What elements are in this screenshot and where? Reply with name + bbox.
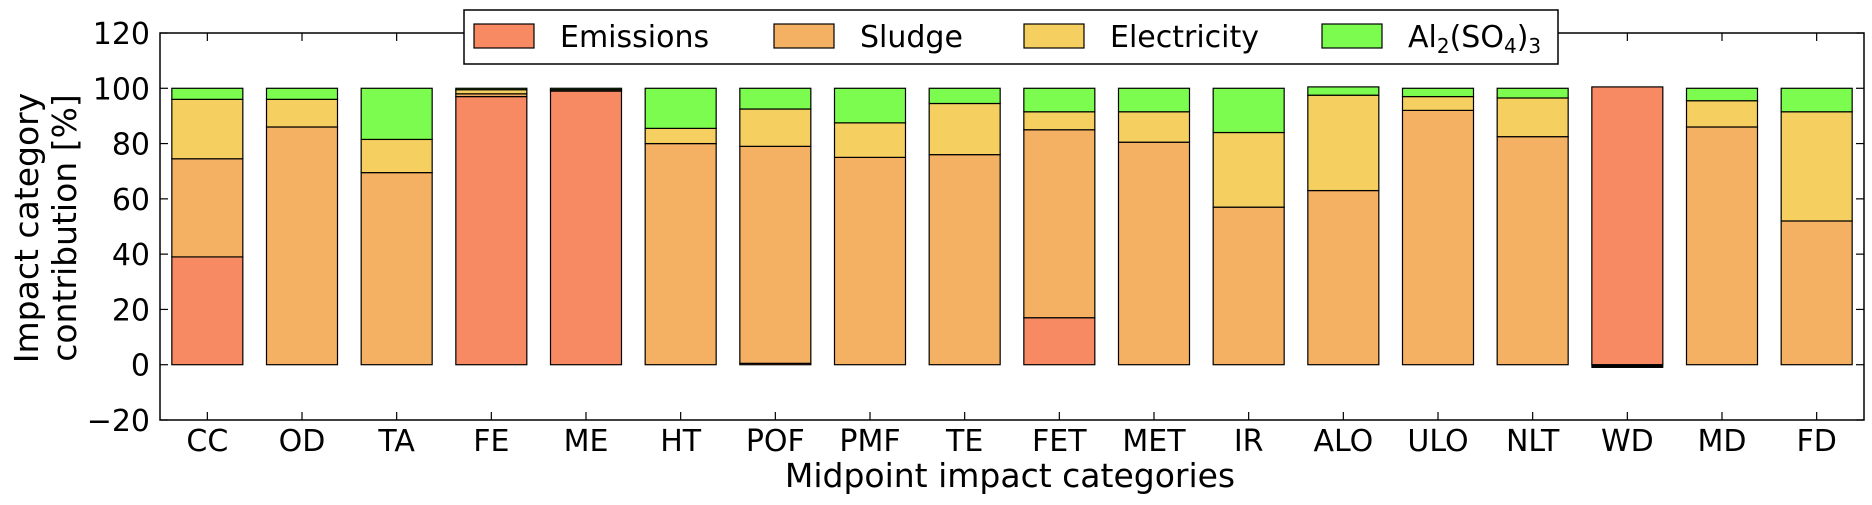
x-tick-label-ht: HT — [660, 424, 702, 459]
bar-met-series-3 — [1117, 87, 1191, 113]
bar-te-series-1 — [928, 154, 1001, 366]
bar-pof-series-3 — [739, 87, 812, 110]
x-tick-label-ulo: ULO — [1407, 424, 1468, 459]
y-tick-label: 80 — [112, 128, 150, 163]
bar-fet-series-2 — [1023, 111, 1096, 131]
bar-pmf-series-3 — [833, 87, 907, 124]
y-tick-label: 60 — [112, 183, 150, 218]
bar-te-series-3 — [928, 87, 1001, 105]
bar-pof-series-2 — [739, 108, 812, 147]
bar-cc-series-1 — [171, 158, 244, 258]
legend-label-3: Al2(SO4)3 — [1408, 20, 1541, 58]
x-tick-label-fe: FE — [473, 424, 509, 459]
bar-pmf-series-2 — [833, 122, 907, 158]
x-tick-label-wd: WD — [1601, 424, 1654, 459]
bar-od-series-2 — [265, 98, 339, 128]
y-tick-label: 40 — [112, 238, 150, 273]
bar-ht-series-2 — [644, 127, 717, 145]
bar-fe-series-2 — [455, 89, 528, 95]
legend-swatch-2 — [1023, 23, 1085, 49]
bar-ht-series-3 — [644, 87, 717, 129]
bar-ulo-series-1 — [1401, 109, 1475, 366]
bar-ulo-series-2 — [1401, 95, 1475, 112]
bar-ht-series-1 — [644, 142, 717, 366]
legend-swatch-0 — [473, 23, 535, 49]
bar-ir-series-3 — [1212, 87, 1285, 134]
x-tick-label-ta: TA — [377, 424, 415, 459]
x-tick-label-pmf: PMF — [839, 424, 900, 459]
plot-area — [171, 86, 1853, 368]
bar-nlt-series-2 — [1496, 97, 1569, 138]
bar-met-series-1 — [1117, 141, 1191, 366]
bar-od-series-3 — [265, 87, 339, 100]
bar-nlt-series-3 — [1496, 87, 1569, 99]
legend: Emissions Sludge Electricity Al2(SO4)3 — [463, 9, 1559, 65]
bar-pof-series-1 — [739, 145, 812, 364]
bar-cc-series-2 — [171, 98, 244, 160]
bar-fe-series-3 — [455, 87, 528, 91]
bar-fet-series-0 — [1023, 317, 1096, 366]
bar-ir-series-1 — [1212, 206, 1285, 366]
bar-ulo-series-3 — [1401, 87, 1475, 98]
bar-nlt-series-1 — [1496, 136, 1569, 366]
bar-alo-series-1 — [1307, 189, 1380, 366]
x-axis-label: Midpoint impact categories — [785, 456, 1235, 495]
bar-ir-series-2 — [1212, 131, 1285, 208]
y-axis-label-line-2: contribution [%] — [45, 94, 84, 362]
bar-md-series-3 — [1685, 87, 1759, 102]
x-tick-label-pof: POF — [746, 424, 805, 459]
x-tick-label-me: ME — [564, 424, 609, 459]
bar-fet-series-3 — [1023, 87, 1096, 113]
legend-swatch-3 — [1321, 23, 1383, 49]
x-tick-label-fd: FD — [1796, 424, 1836, 459]
bar-md-series-2 — [1685, 100, 1759, 128]
bar-te-series-2 — [928, 102, 1001, 156]
x-tick-label-nlt: NLT — [1506, 424, 1560, 459]
legend-swatch-1 — [773, 23, 835, 49]
x-tick-label-alo: ALO — [1313, 424, 1373, 459]
x-tick-label-fet: FET — [1032, 424, 1087, 459]
legend-label-1: Sludge — [860, 20, 963, 55]
bar-ta-series-3 — [360, 87, 433, 141]
x-tick-label-ir: IR — [1234, 424, 1264, 459]
x-tick-label-md: MD — [1698, 424, 1747, 459]
bar-cc-series-3 — [171, 87, 244, 100]
bar-wd-negative — [1591, 364, 1664, 368]
bar-fe-series-0 — [455, 95, 528, 366]
bar-fd-series-2 — [1780, 111, 1853, 222]
bar-fd-series-1 — [1780, 220, 1853, 366]
x-tick-label-te: TE — [945, 424, 983, 459]
bar-ta-series-2 — [360, 138, 433, 174]
legend-label-2: Electricity — [1110, 20, 1259, 55]
y-tick-label: 100 — [93, 72, 150, 107]
bar-od-series-1 — [265, 126, 339, 366]
bar-fet-series-1 — [1023, 129, 1096, 319]
y-tick-label: 20 — [112, 293, 150, 328]
y-tick-label: 0 — [131, 349, 150, 384]
x-tick-label-met: MET — [1122, 424, 1186, 459]
x-tick-label-cc: CC — [186, 424, 228, 459]
bar-me-series-3 — [549, 87, 623, 91]
x-tick-label-od: OD — [279, 424, 326, 459]
legend-label-0: Emissions — [560, 20, 709, 55]
y-tick-label: 120 — [93, 17, 150, 52]
bar-alo-series-3 — [1307, 86, 1380, 96]
bar-md-series-1 — [1685, 126, 1759, 366]
bar-me-series-0 — [549, 90, 623, 366]
y-axis-label-line-1: Impact category — [7, 93, 46, 363]
bar-wd-series-0 — [1591, 86, 1664, 366]
bar-pmf-series-1 — [833, 156, 907, 366]
bar-cc-series-0 — [171, 256, 244, 366]
axes: −20 0 20 40 60 80 100 120 CC OD TA FE ME HT POF PMF TE FE… — [87, 17, 1865, 459]
bar-ta-series-1 — [360, 171, 433, 366]
bar-fd-series-3 — [1780, 87, 1853, 113]
bar-alo-series-2 — [1307, 94, 1380, 192]
y-tick-label: −20 — [87, 404, 150, 439]
bar-met-series-2 — [1117, 111, 1191, 143]
